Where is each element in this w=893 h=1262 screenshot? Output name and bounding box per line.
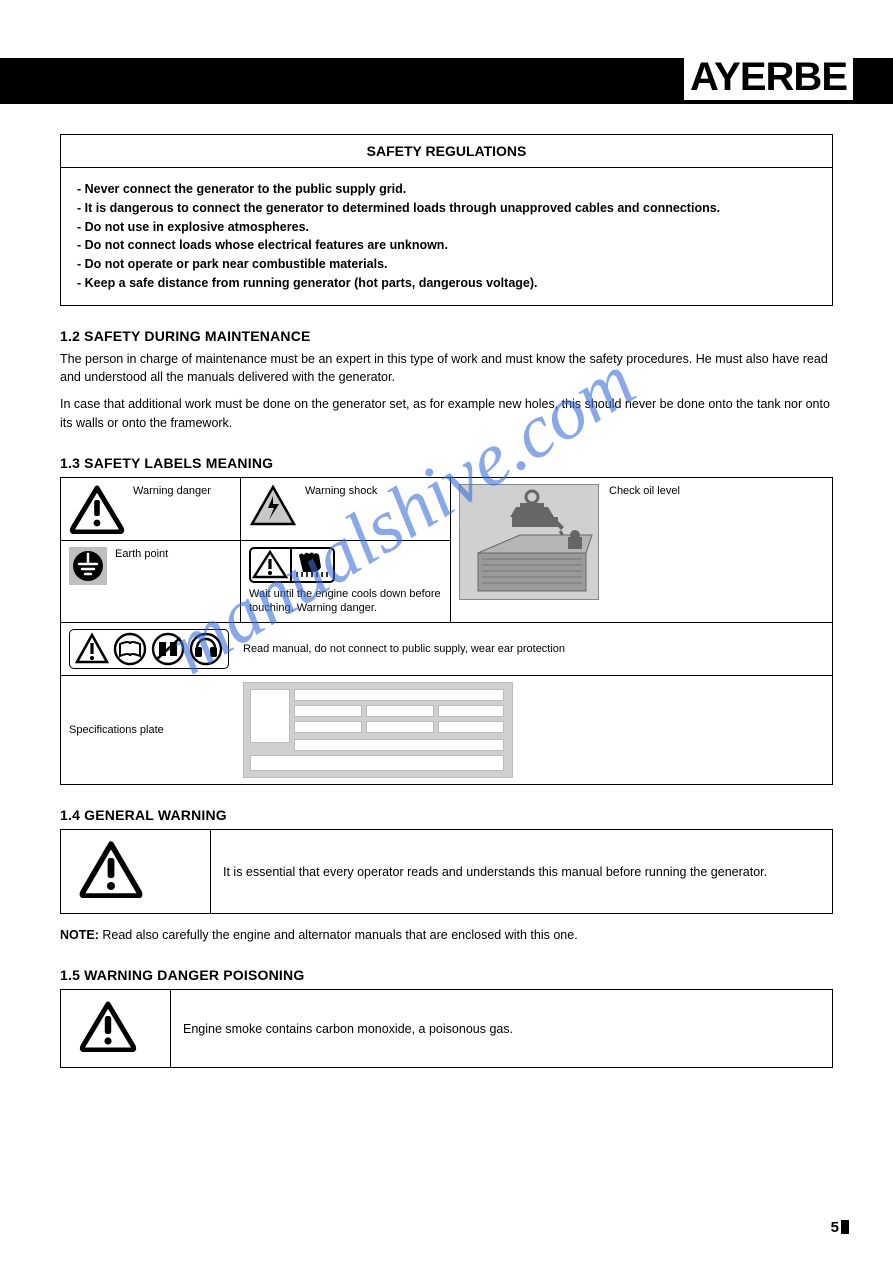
cell-text: Specifications plate: [69, 723, 229, 738]
cell-text: Warning danger: [133, 484, 211, 499]
cell-text: Wait until the engine cools down before …: [249, 587, 442, 617]
label-cell-earth-point: Earth point: [61, 540, 241, 623]
regulation-line: - Do not use in explosive atmospheres.: [77, 218, 816, 237]
section-1-5-heading: 1.5 WARNING DANGER POISONING: [60, 967, 833, 983]
no-public-grid-icon: [150, 632, 186, 666]
section-1-2-p2: In case that additional work must be don…: [60, 395, 833, 433]
label-cell-check-oil: Check oil level: [451, 477, 833, 623]
earth-point-icon: [69, 547, 107, 585]
label-cell-pictogram-strip: Read manual, do not connect to public su…: [61, 623, 833, 676]
cell-text: Warning shock: [305, 484, 377, 499]
safety-regulations-body: - Never connect the generator to the pub…: [61, 168, 832, 305]
page-corner-mark: [841, 1220, 849, 1234]
warning-triangle-icon: [69, 484, 125, 534]
regulation-line: - Never connect the generator to the pub…: [77, 180, 816, 199]
shock-triangle-icon: [249, 484, 297, 528]
label-cell-spec-plate: Specifications plate: [61, 676, 833, 785]
poisoning-warning-table: Engine smoke contains carbon monoxide, a…: [60, 989, 833, 1068]
label-cell-warning-danger: Warning danger: [61, 477, 241, 540]
safety-regulations-box: SAFETY REGULATIONS - Never connect the g…: [60, 134, 833, 306]
oil-level-pictogram: [459, 484, 599, 600]
section-1-4-note: NOTE: Read also carefully the engine and…: [60, 926, 833, 945]
note-label: NOTE:: [60, 928, 99, 942]
hot-surface-icon: [249, 547, 335, 583]
cell-text: Earth point: [115, 547, 168, 562]
cell-text: Read manual, do not connect to public su…: [243, 642, 565, 657]
label-cell-warning-shock: Warning shock: [241, 477, 451, 540]
page-number: 5: [831, 1219, 839, 1236]
section-1-4-heading: 1.4 GENERAL WARNING: [60, 807, 833, 823]
section-1-2-p1: The person in charge of maintenance must…: [60, 350, 833, 388]
ear-protection-icon: [188, 632, 224, 666]
regulation-line: - Do not connect loads whose electrical …: [77, 236, 816, 255]
general-warning-table: It is essential that every operator read…: [60, 829, 833, 914]
safety-labels-table: Warning danger Warning shock: [60, 477, 833, 786]
content: SAFETY REGULATIONS - Never connect the g…: [60, 128, 833, 1068]
regulation-line: - It is dangerous to connect the generat…: [77, 199, 816, 218]
spec-plate-pictogram: [243, 682, 513, 778]
poisoning-warning-text: Engine smoke contains carbon monoxide, a…: [171, 990, 833, 1068]
general-warning-text: It is essential that every operator read…: [211, 830, 833, 914]
warning-triangle-icon: [79, 840, 143, 898]
cell-text: Check oil level: [609, 484, 680, 499]
warning-icon-cell: [61, 990, 171, 1068]
pictogram-strip: [69, 629, 229, 669]
brand-logo: AYERBE: [684, 55, 853, 100]
section-1-2-heading: 1.2 SAFETY DURING MAINTENANCE: [60, 328, 833, 344]
label-cell-hot-surface: Wait until the engine cools down before …: [241, 540, 451, 623]
regulation-line: - Do not operate or park near combustibl…: [77, 255, 816, 274]
note-text: Read also carefully the engine and alter…: [102, 928, 577, 942]
warning-triangle-icon: [79, 1000, 137, 1052]
regulation-line: - Keep a safe distance from running gene…: [77, 274, 816, 293]
section-1-3-heading: 1.3 SAFETY LABELS MEANING: [60, 455, 833, 471]
warning-icon-cell: [61, 830, 211, 914]
page: AYERBE manualshive.com SAFETY REGULATION…: [0, 0, 893, 1262]
safety-regulations-title: SAFETY REGULATIONS: [61, 135, 832, 168]
header-bar-end: [863, 58, 893, 104]
read-manual-icon: [112, 632, 148, 666]
